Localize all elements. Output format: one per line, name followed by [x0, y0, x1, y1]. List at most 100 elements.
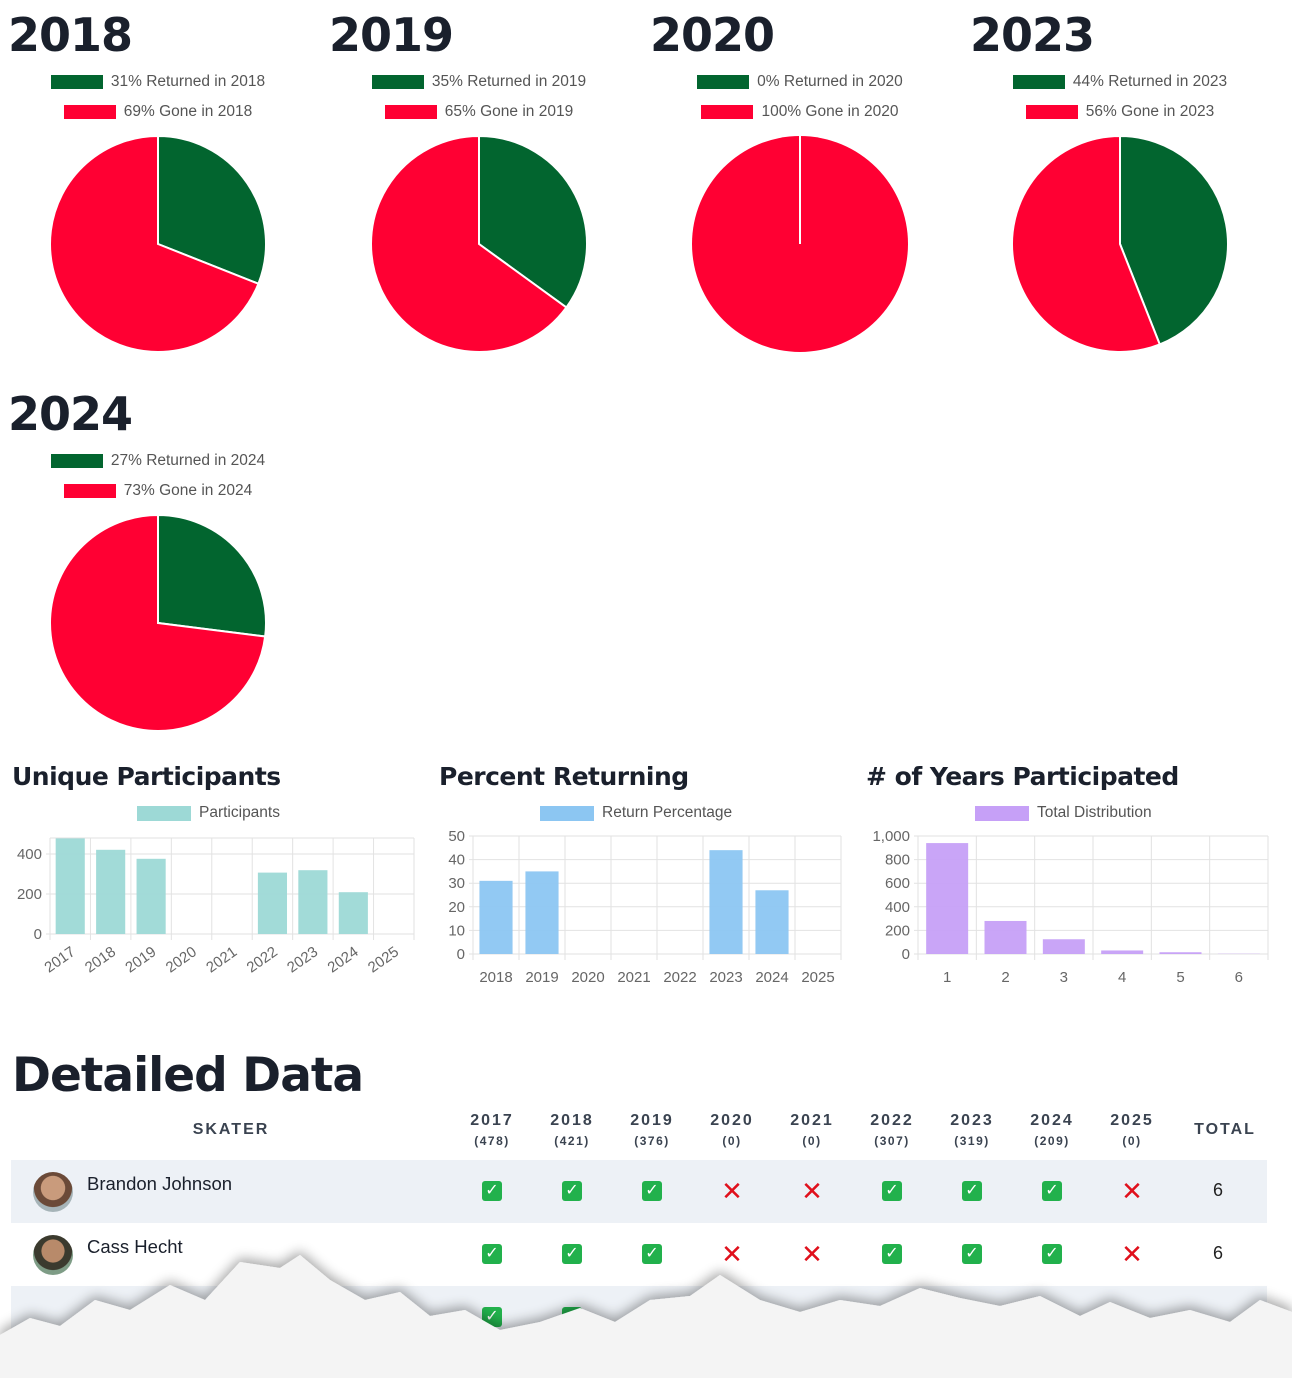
pie-chart [692, 136, 908, 352]
legend-returned[interactable]: 44% Returned in 2023 [970, 72, 1270, 92]
check-icon: ✓ [961, 1243, 983, 1265]
th-year[interactable]: 2023 (319) [950, 1112, 994, 1148]
check-icon: ✓ [481, 1180, 503, 1202]
y-tick-label: 800 [885, 852, 910, 869]
bar-chart-return-percentage: 0 10 20 30 40 50 2018 2019 2020 2021 2022 2023 2024 2… [448, 828, 842, 986]
x-tick-label: 2025 [801, 969, 834, 986]
bar [755, 890, 789, 954]
x-tick-label: 2025 [365, 943, 402, 976]
pie-2018: 2018 31% Returned in 2018 69% Gone in 20… [8, 8, 308, 378]
total-count: 6 [1212, 1243, 1223, 1263]
y-tick-label: 200 [17, 886, 42, 903]
th-year[interactable]: 2021 (0) [790, 1112, 834, 1148]
pie-slice-gone [370, 134, 568, 353]
pie-slice-gone [49, 134, 260, 353]
legend-returned[interactable]: 35% Returned in 2019 [329, 72, 629, 92]
legend-return-percentage[interactable]: Return Percentage [540, 804, 732, 822]
table-row[interactable]: ✓ ✓ ✓ [11, 1286, 1267, 1349]
th-total[interactable]: TOTAL [1194, 1121, 1256, 1138]
th-skater[interactable]: SKATER [192, 1121, 270, 1138]
pie-year-title: 2018 [8, 8, 133, 62]
cross-icon: ✕ [1121, 1239, 1143, 1269]
legend-gone[interactable]: 56% Gone in 2023 [970, 102, 1270, 122]
pie-slice-returned [1119, 134, 1229, 346]
pie-chart [49, 134, 267, 353]
pie-2020: 2020 0% Returned in 2020 100% Gone in 20… [650, 8, 950, 378]
bar [709, 850, 743, 954]
th-year[interactable]: 2019 (376) [630, 1112, 674, 1148]
th-year[interactable]: 2020 (0) [710, 1112, 754, 1148]
x-tick-label: 5 [1176, 969, 1184, 986]
cross-icon: ✕ [721, 1176, 743, 1206]
check-icon: ✓ [881, 1243, 903, 1265]
x-tick-label: 2022 [244, 943, 281, 976]
pie-slice-returned [157, 513, 267, 638]
pie-slice-returned [478, 134, 588, 309]
table-row[interactable]: Cass Hecht ✓ ✓ ✓ ✕ ✕ ✓ ✓ ✓ ✕ 6 [11, 1223, 1267, 1286]
detailed-data-table: SKATER 2017 (478) 2018 (421) 2019 (376) 202… [11, 1100, 1267, 1349]
x-tick-label: 2023 [284, 943, 321, 976]
chart-title-percent-returning: Percent Returning [439, 762, 689, 791]
y-tick-label: 1,000 [872, 828, 910, 845]
pie-chart [370, 134, 588, 353]
th-year[interactable]: 2022 (307) [870, 1112, 914, 1148]
check-icon: ✓ [481, 1243, 503, 1265]
check-icon: ✓ [641, 1243, 663, 1265]
y-tick-label: 20 [448, 899, 465, 916]
x-tick-label: 2021 [203, 943, 240, 976]
table-row[interactable]: Brandon Johnson ✓ ✓ ✓ ✕ ✕ ✓ ✓ ✓ ✕ 6 [11, 1160, 1267, 1223]
y-tick-label: 0 [34, 926, 42, 943]
check-icon: ✓ [1041, 1306, 1063, 1328]
detailed-data-title: Detailed Data [12, 1048, 364, 1103]
legend-total-distribution[interactable]: Total Distribution [975, 804, 1152, 822]
y-tick-label: 0 [902, 946, 910, 963]
x-tick-label: 2018 [479, 969, 512, 986]
legend-gone[interactable]: 65% Gone in 2019 [329, 102, 629, 122]
bar [136, 858, 166, 934]
x-tick-label: 2021 [617, 969, 650, 986]
x-tick-label: 6 [1235, 969, 1243, 986]
avatar [33, 1172, 73, 1212]
x-tick-label: 2024 [755, 969, 788, 986]
bar [96, 849, 126, 934]
skater-name[interactable]: Cass Hecht [87, 1236, 183, 1257]
pie-year-title: 2024 [8, 387, 133, 441]
check-icon: ✓ [561, 1243, 583, 1265]
x-tick-label: 2019 [122, 943, 159, 976]
y-tick-label: 0 [457, 946, 465, 963]
check-icon: ✓ [641, 1180, 663, 1202]
bar [479, 880, 513, 954]
legend-returned[interactable]: 27% Returned in 2024 [8, 451, 308, 471]
x-tick-label: 2024 [325, 943, 362, 976]
th-year[interactable]: 2024 (209) [1030, 1112, 1074, 1148]
legend-gone[interactable]: 100% Gone in 2020 [650, 102, 950, 122]
cross-icon: ✕ [721, 1239, 743, 1269]
check-icon: ✓ [1041, 1180, 1063, 1202]
legend-participants[interactable]: Participants [137, 804, 280, 822]
x-tick-label: 2 [1001, 969, 1009, 986]
avatar [33, 1235, 73, 1275]
skater-name[interactable]: Brandon Johnson [87, 1173, 233, 1194]
th-year[interactable]: 2025 (0) [1110, 1112, 1154, 1148]
bar [1159, 952, 1202, 954]
table-header: SKATER 2017 (478) 2018 (421) 2019 (376) 202… [11, 1100, 1267, 1160]
legend-gone[interactable]: 69% Gone in 2018 [8, 102, 308, 122]
bar-chart-participants: 0 200 400 2017 2018 2019 2020 2021 2022 2023 2024 2… [17, 837, 415, 976]
bar [984, 920, 1027, 954]
pie-2024: 2024 27% Returned in 2024 73% Gone in 20… [8, 387, 308, 757]
x-tick-label: 2022 [663, 969, 696, 986]
pie-chart [1011, 134, 1229, 353]
pie-2023: 2023 44% Returned in 2023 56% Gone in 20… [970, 8, 1270, 378]
bar [525, 871, 559, 954]
legend-returned[interactable]: 0% Returned in 2020 [650, 72, 950, 92]
y-tick-label: 600 [885, 875, 910, 892]
pie-slice-gone [49, 513, 267, 732]
legend-returned[interactable]: 31% Returned in 2018 [8, 72, 308, 92]
th-year[interactable]: 2017 (478) [470, 1112, 514, 1148]
x-tick-label: 2018 [82, 943, 119, 976]
x-tick-label: 1 [943, 969, 951, 986]
legend-gone[interactable]: 73% Gone in 2024 [8, 481, 308, 501]
pie-year-title: 2023 [970, 8, 1095, 62]
x-tick-label: 2019 [525, 969, 558, 986]
th-year[interactable]: 2018 (421) [550, 1112, 594, 1148]
